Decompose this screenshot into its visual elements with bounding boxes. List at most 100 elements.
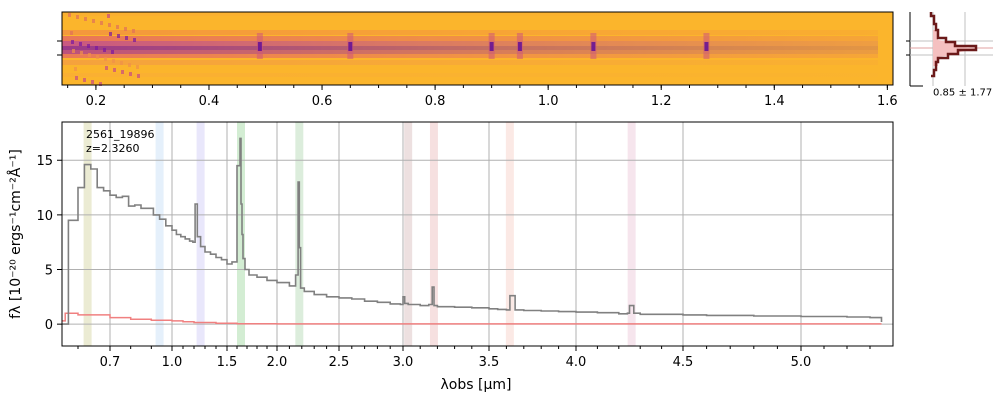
1d-spectrum-frame bbox=[61, 121, 894, 347]
redshift-label: z=2.3260 bbox=[86, 142, 139, 155]
2d-x-tick-label: 0.4 bbox=[199, 94, 220, 109]
noise-pixel bbox=[100, 21, 103, 25]
trace-row bbox=[62, 54, 878, 58]
1d-gridlines bbox=[62, 122, 893, 346]
y-tick-label: 0 bbox=[45, 318, 53, 333]
noise-pixel bbox=[128, 63, 131, 67]
x-tick-label: 1.5 bbox=[217, 355, 238, 370]
noise-pixel bbox=[121, 70, 124, 74]
y-tick-label: 10 bbox=[36, 209, 53, 224]
noise-pixel bbox=[72, 49, 75, 53]
noise-pixel bbox=[136, 65, 139, 69]
trace-row bbox=[62, 73, 878, 77]
profile-annotation: 0.85 ± 1.77 bbox=[933, 87, 992, 98]
noise-pixel bbox=[113, 68, 116, 72]
noise-pixel bbox=[68, 13, 71, 17]
2d-x-tick-label: 1.0 bbox=[538, 94, 559, 109]
emission-line-band bbox=[429, 122, 438, 346]
noise-pixel bbox=[117, 34, 120, 38]
noise-pixel bbox=[88, 53, 91, 57]
trace-row bbox=[62, 60, 878, 65]
trace-row bbox=[62, 41, 878, 46]
line-bands bbox=[83, 122, 636, 346]
noise-pixel bbox=[105, 66, 108, 70]
x-axis-label: λobs [μm] bbox=[441, 377, 512, 393]
error-spectrum-line bbox=[62, 312, 882, 325]
noise-pixel bbox=[133, 38, 136, 42]
emission-line-band bbox=[196, 122, 205, 346]
2d-spectrum-panel: 0.2 0.4 0.6 0.8 1.0 1.2 1.4 1.6 bbox=[57, 11, 898, 109]
emission-line-band bbox=[404, 122, 413, 346]
x-tick-label: 4.5 bbox=[673, 355, 694, 370]
noise-pixel bbox=[76, 15, 79, 19]
noise-pixel bbox=[70, 31, 73, 35]
y-axis-label: fλ [10⁻²⁰ ergs⁻¹cm⁻²Å⁻¹] bbox=[7, 149, 24, 319]
x-tick-label: 4.0 bbox=[566, 355, 587, 370]
emission-line-band bbox=[155, 122, 164, 346]
2d-x-tick-label: 0.6 bbox=[312, 94, 333, 109]
2d-x-tick-label: 1.4 bbox=[764, 94, 785, 109]
emission-core bbox=[257, 42, 262, 51]
x-tick-label: 0.7 bbox=[100, 355, 121, 370]
y-tick-label: 5 bbox=[45, 264, 53, 279]
emission-line-band bbox=[237, 122, 245, 346]
object-id-label: 2561_19896 bbox=[86, 128, 155, 141]
noise-pixel bbox=[95, 46, 98, 50]
noise-pixel bbox=[99, 82, 102, 86]
trace-row bbox=[62, 46, 878, 50]
2d-x-tick-label: 0.2 bbox=[86, 94, 107, 109]
noise-pixel bbox=[84, 17, 87, 21]
x-tick-label: 5.0 bbox=[791, 355, 812, 370]
noise-pixel bbox=[96, 55, 99, 59]
noise-pixel bbox=[104, 57, 107, 61]
noise-pixel bbox=[74, 67, 77, 71]
noise-pixel bbox=[111, 50, 114, 54]
noise-pixel bbox=[103, 48, 106, 52]
noise-pixel bbox=[75, 76, 78, 80]
emission-line-band bbox=[505, 122, 514, 346]
noise-pixel bbox=[112, 59, 115, 63]
x-tick-label: 2.0 bbox=[267, 355, 288, 370]
trace-row bbox=[62, 50, 878, 54]
emission-core bbox=[591, 42, 596, 51]
2d-spectrum-frame bbox=[61, 11, 894, 86]
emission-core bbox=[704, 42, 709, 51]
noise-pixel bbox=[80, 51, 83, 55]
noise-pixel bbox=[87, 44, 90, 48]
x-tick-label: 3.5 bbox=[479, 355, 500, 370]
emission-line-band bbox=[83, 122, 92, 346]
noise-pixel bbox=[108, 23, 111, 27]
x-tick-label: 2.5 bbox=[329, 355, 350, 370]
1d-spectrum-panel: 0.7 1.0 1.5 2.0 2.5 3.0 3.5 4.0 4.5 5.0 0 5 10 15 256… bbox=[7, 121, 894, 393]
noise-pixel bbox=[79, 42, 82, 46]
noise-pixel bbox=[109, 32, 112, 36]
1d-ticks: 0.7 1.0 1.5 2.0 2.5 3.0 3.5 4.0 4.5 5.0 0 5 10 15 bbox=[36, 154, 871, 370]
noise-pixel bbox=[132, 29, 135, 33]
noise-pixel bbox=[120, 61, 123, 65]
y-tick-label: 15 bbox=[36, 154, 53, 169]
emission-core bbox=[517, 42, 522, 51]
2d-spectrum-image bbox=[62, 12, 893, 86]
x-tick-label: 1.0 bbox=[162, 355, 183, 370]
noise-pixel bbox=[83, 78, 86, 82]
2d-x-tick-label: 0.8 bbox=[425, 94, 446, 109]
emission-core bbox=[348, 42, 353, 51]
2d-spectrum-x-ticks: 0.2 0.4 0.6 0.8 1.0 1.2 1.4 1.6 bbox=[67, 85, 898, 109]
2d-x-tick-label: 1.2 bbox=[651, 94, 672, 109]
noise-pixel bbox=[124, 27, 127, 31]
profile-panel: 0.85 ± 1.77 bbox=[906, 12, 993, 98]
noise-pixel bbox=[71, 40, 74, 44]
noise-pixel bbox=[107, 14, 110, 18]
trace-row bbox=[62, 30, 878, 35]
noise-pixel bbox=[137, 74, 140, 78]
trace-row bbox=[62, 36, 878, 41]
trace-row bbox=[62, 12, 878, 16]
noise-pixel bbox=[92, 19, 95, 23]
x-tick-label: 3.0 bbox=[393, 355, 414, 370]
profile-line bbox=[929, 12, 978, 78]
noise-pixel bbox=[91, 80, 94, 84]
emission-core bbox=[489, 42, 494, 51]
noise-pixel bbox=[129, 72, 132, 76]
noise-pixel bbox=[116, 25, 119, 29]
